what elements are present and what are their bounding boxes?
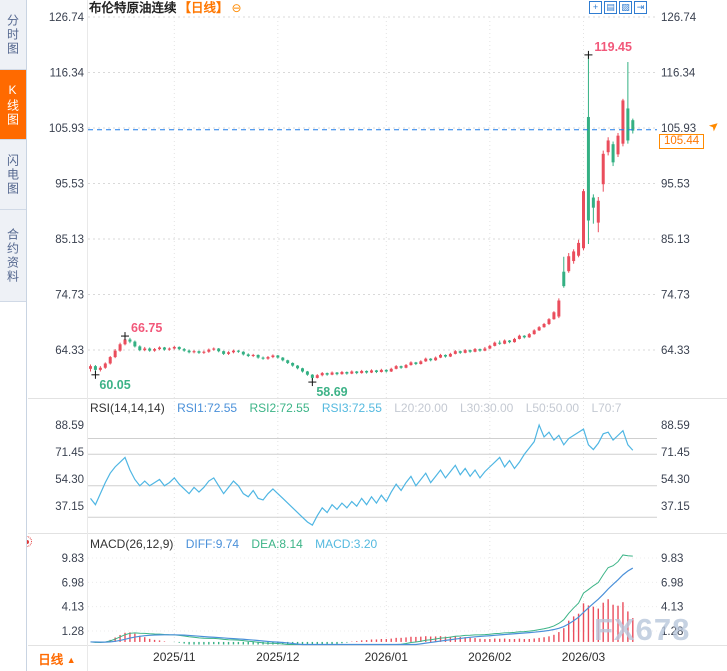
trend-chart-icon[interactable]: ▨ bbox=[619, 1, 632, 14]
macd-diff-line bbox=[90, 567, 634, 646]
rsi-name: RSI(14,14,14) bbox=[90, 401, 165, 415]
svg-text:74.73: 74.73 bbox=[661, 289, 690, 301]
svg-text:71.45: 71.45 bbox=[55, 447, 84, 459]
grid-chart-icon[interactable]: ▤ bbox=[604, 1, 617, 14]
svg-text:54.30: 54.30 bbox=[661, 474, 690, 486]
svg-text:6.98: 6.98 bbox=[62, 577, 84, 589]
svg-text:105.93: 105.93 bbox=[661, 123, 696, 135]
svg-text:85.13: 85.13 bbox=[661, 234, 690, 246]
svg-text:4.13: 4.13 bbox=[62, 602, 84, 614]
pop-out-icon[interactable]: ⇥ bbox=[634, 1, 647, 14]
macd-plot bbox=[90, 554, 634, 646]
svg-text:9.83: 9.83 bbox=[661, 553, 683, 565]
candles bbox=[89, 55, 635, 381]
svg-text:85.13: 85.13 bbox=[55, 234, 84, 246]
svg-text:71.45: 71.45 bbox=[661, 447, 690, 459]
svg-text:2025/12: 2025/12 bbox=[256, 650, 300, 664]
rsi-l30: L30:30.00 bbox=[459, 401, 514, 415]
price-annotations: 60.05 66.75 58.69 119.45 bbox=[91, 40, 632, 399]
svg-text:64.33: 64.33 bbox=[55, 345, 84, 357]
svg-text:2026/02: 2026/02 bbox=[468, 650, 512, 664]
macd-dea-line bbox=[90, 554, 633, 645]
period-tag: 【日线】 bbox=[178, 1, 229, 15]
rsi1-value: RSI1:72.55 bbox=[177, 401, 238, 415]
svg-text:88.59: 88.59 bbox=[55, 420, 84, 432]
svg-text:105.93: 105.93 bbox=[49, 123, 84, 135]
gridlines: 126.74 126.74 116.34 116.34 105.93 105.93 95.5… bbox=[49, 12, 697, 664]
period-label: 日线 bbox=[38, 653, 64, 667]
macd-value: MACD:3.20 bbox=[315, 537, 378, 551]
svg-text:9.83: 9.83 bbox=[62, 553, 84, 565]
svg-text:74.73: 74.73 bbox=[55, 289, 84, 301]
rsi-l20: L20:20.00 bbox=[394, 401, 448, 415]
svg-text:4.13: 4.13 bbox=[661, 602, 683, 614]
main-rsi-divider bbox=[28, 398, 727, 399]
svg-text:64.33: 64.33 bbox=[661, 345, 690, 357]
svg-text:6.98: 6.98 bbox=[661, 577, 683, 589]
crosshair-icon[interactable]: + bbox=[589, 1, 602, 14]
svg-text:54.30: 54.30 bbox=[55, 474, 84, 486]
rsi3-value: RSI3:72.55 bbox=[321, 401, 382, 415]
svg-text:116.34: 116.34 bbox=[661, 67, 696, 79]
svg-text:37.15: 37.15 bbox=[661, 501, 690, 513]
svg-text:95.53: 95.53 bbox=[661, 179, 690, 191]
sidebar-tab-contract-info[interactable]: 合约资料 bbox=[0, 210, 26, 302]
rsi-indicator-header[interactable]: RSI(14,14,14) RSI1:72.55 RSI2:72.55 RSI3… bbox=[90, 401, 630, 415]
watermark: FX678 bbox=[594, 612, 691, 647]
svg-text:2026/01: 2026/01 bbox=[365, 650, 409, 664]
svg-text:1.28: 1.28 bbox=[661, 626, 683, 638]
svg-text:88.59: 88.59 bbox=[661, 420, 690, 432]
tab-label: 合约资料 bbox=[5, 227, 20, 284]
svg-text:60.05: 60.05 bbox=[99, 378, 130, 392]
chart-header: 布伦特原油连续 【日线】 ⊖ bbox=[89, 1, 242, 17]
rsi-l70: L70:7 bbox=[591, 401, 622, 415]
time-axis-divider bbox=[28, 645, 727, 646]
svg-text:119.45: 119.45 bbox=[594, 40, 632, 54]
svg-text:126.74: 126.74 bbox=[49, 12, 85, 24]
macd-diff-value: DIFF:9.74 bbox=[185, 537, 240, 551]
current-price-tag: 105.44 bbox=[659, 134, 705, 149]
svg-text:116.34: 116.34 bbox=[50, 67, 85, 79]
sidebar-tab-kline-chart[interactable]: K线图 bbox=[0, 70, 26, 140]
tab-label: K线图 bbox=[5, 82, 20, 127]
rsi2-value: RSI2:72.55 bbox=[249, 401, 310, 415]
svg-text:2025/11: 2025/11 bbox=[153, 650, 196, 664]
svg-text:1.28: 1.28 bbox=[62, 626, 84, 638]
rsi-l50: L50:50.00 bbox=[525, 401, 580, 415]
sidebar-tab-lightning-chart[interactable]: 闪电图 bbox=[0, 140, 26, 210]
svg-text:37.15: 37.15 bbox=[55, 501, 84, 513]
sidebar-tab-time-chart[interactable]: 分时图 bbox=[0, 0, 26, 70]
axis-gutter-border bbox=[87, 0, 88, 671]
tab-label: 闪电图 bbox=[5, 153, 20, 196]
collapse-icon[interactable]: ⊖ bbox=[231, 1, 242, 15]
svg-text:58.69: 58.69 bbox=[316, 385, 347, 399]
svg-text:2026/03: 2026/03 bbox=[562, 650, 606, 664]
rsi-macd-divider bbox=[28, 533, 727, 534]
macd-indicator-header[interactable]: MACD(26,12,9) DIFF:9.74 DEA:8.14 MACD:3.… bbox=[90, 537, 386, 551]
period-up-triangle-icon: ▲ bbox=[66, 655, 76, 665]
tab-label: 分时图 bbox=[5, 13, 20, 56]
instrument-title: 布伦特原油连续 bbox=[89, 1, 177, 15]
chart-type-sidebar: 分时图 K线图 闪电图 合约资料 bbox=[0, 0, 27, 671]
svg-text:66.75: 66.75 bbox=[131, 321, 162, 335]
chart-toolbar: + ▤ ▨ ⇥ bbox=[589, 1, 647, 14]
svg-text:126.74: 126.74 bbox=[661, 12, 697, 24]
svg-text:95.53: 95.53 bbox=[55, 179, 84, 191]
macd-dea-value: DEA:8.14 bbox=[251, 537, 303, 551]
macd-name: MACD(26,12,9) bbox=[90, 537, 174, 551]
period-selector[interactable]: 日线 ▲ bbox=[28, 649, 86, 668]
rsi-line bbox=[90, 423, 634, 526]
